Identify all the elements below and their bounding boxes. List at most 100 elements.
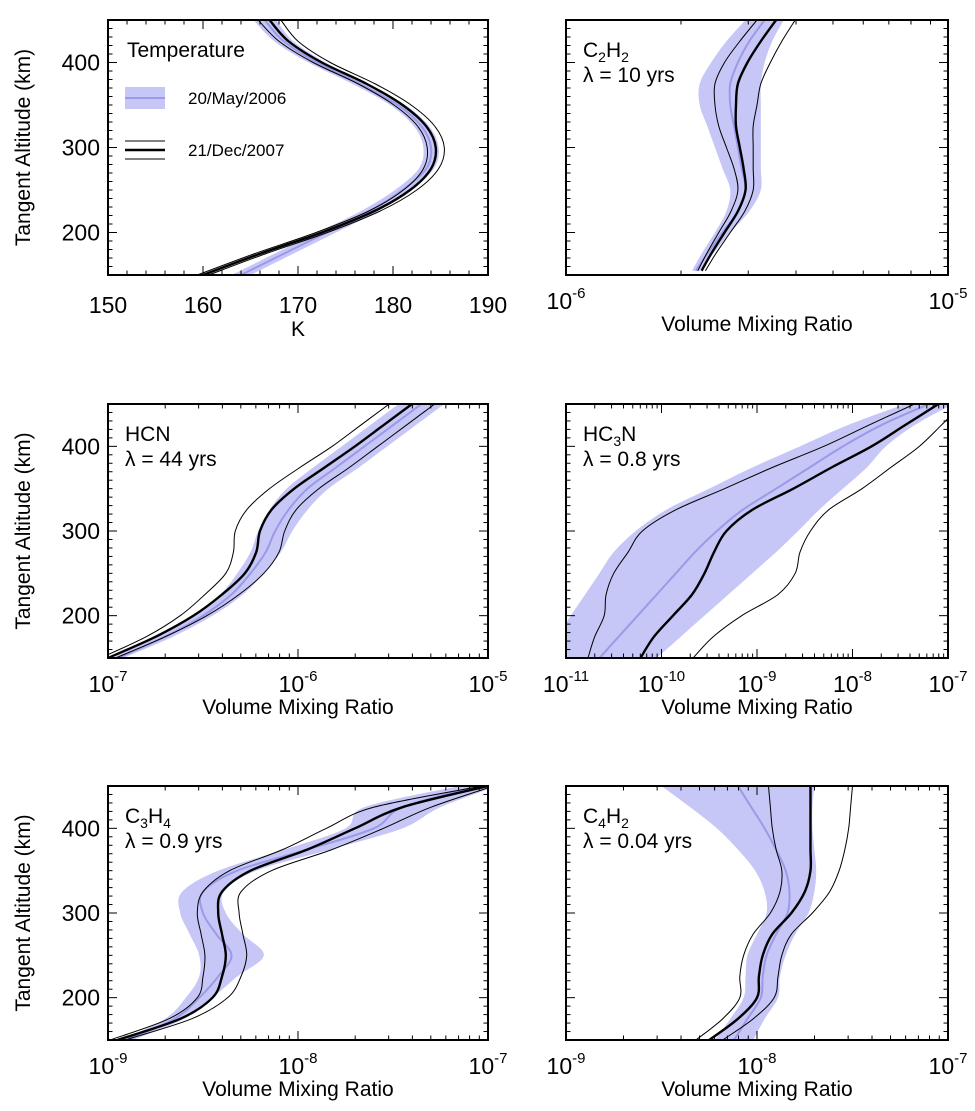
y-axis-title: Tangent Altitude (km): [12, 49, 35, 246]
line-2007-upper-c3h4: [124, 787, 488, 1040]
x-tick-label: 10-6: [279, 668, 318, 697]
x-axis-title: Volume Mixing Ratio: [661, 696, 852, 719]
x-ticks-c2h2: [565, 20, 949, 275]
x-tick-exponent: -7: [114, 668, 127, 685]
y-tick-label: 200: [62, 220, 100, 246]
x-ticks-hcn: [107, 404, 489, 658]
y-tick-label: 200: [62, 985, 100, 1011]
legend-line-label: 21/Dec/2007: [188, 141, 284, 160]
line-2007-lower-c2h2: [697, 20, 758, 271]
y-ticks-hc3n: [566, 403, 948, 659]
x-axis-title: K: [291, 318, 305, 341]
band-2006-center-c2h2: [695, 20, 766, 272]
band-2006-hcn: [111, 404, 445, 658]
x-ticks-c4h2: [565, 786, 949, 1040]
x-tick-label: 10-6: [547, 285, 586, 314]
x-tick-label: 10-5: [929, 285, 968, 314]
x-tick-exponent: -9: [114, 1050, 127, 1067]
plot-area-hc3n: [566, 404, 948, 658]
panel-temperature: 200 300 400 150 160 170 180 190 K Tangent Altitud…: [12, 19, 507, 341]
y-ticks-hcn: [108, 403, 488, 659]
band-2006-center-hc3n: [598, 404, 930, 658]
legend-band-label: 20/May/2006: [188, 89, 286, 108]
x-tick-label: 180: [374, 292, 412, 318]
y-tick-label: 400: [62, 433, 100, 459]
x-tick-label: 10-8: [279, 1050, 318, 1079]
band-2006-c3h4: [121, 786, 488, 1040]
band-2006-center-c3h4: [126, 786, 479, 1040]
x-axis-title: Volume Mixing Ratio: [661, 1078, 852, 1101]
panel-lambda-c4h2: λ = 0.04 yrs: [583, 830, 692, 853]
panel-label-hcn: HCN: [125, 423, 171, 446]
x-ticks-hc3n: [565, 404, 949, 658]
y-tick-label: 200: [62, 603, 100, 629]
x-tick-exponent: -8: [763, 1050, 776, 1067]
y-tick-label: 300: [62, 135, 100, 161]
panel-lambda-c3h4: λ = 0.9 yrs: [125, 830, 222, 853]
x-tick-exponent: -7: [954, 668, 967, 685]
x-tick-exponent: -8: [304, 1050, 317, 1067]
plot-area-c4h2: [661, 786, 853, 1040]
x-ticks-c3h4: [107, 786, 489, 1040]
x-tick-label: 190: [469, 292, 507, 318]
legend-title: Temperature: [127, 39, 245, 62]
line-2007-upper-c4h2: [722, 786, 853, 1040]
line-2007-mean-hcn: [108, 404, 413, 658]
y-tick-label: 300: [62, 518, 100, 544]
x-tick-label: 10-8: [738, 1050, 777, 1079]
band-2006-center-c4h2: [733, 786, 791, 1040]
x-tick-label: 10-7: [929, 668, 968, 697]
y-axis-title: Tangent Altitude (km): [12, 432, 35, 629]
y-ticks-c3h4: [108, 785, 488, 1041]
x-tick-label: 10-8: [833, 668, 872, 697]
x-tick-label: 10-9: [89, 1050, 128, 1079]
panel-label-c2h2: C2H2: [583, 39, 629, 65]
line-2007-mean-temperature: [202, 20, 438, 275]
line-2007-mean-c3h4: [117, 786, 488, 1040]
line-2007-upper-hc3n: [692, 417, 948, 658]
x-tick-exponent: -10: [663, 668, 685, 685]
x-tick-label: 10-9: [738, 668, 777, 697]
x-tick-exponent: -7: [494, 1050, 507, 1067]
x-ticks-temperature: [107, 20, 489, 275]
line-2007-mean-c2h2: [700, 20, 778, 272]
panel-c3h4: 200 300 400 10-9 10-8 10-7 Volume Mixing Ratio…: [12, 785, 508, 1101]
x-axis-title: Volume Mixing Ratio: [202, 1078, 393, 1101]
y-ticks-c2h2: [566, 19, 948, 276]
x-tick-label: 10-7: [89, 668, 128, 697]
plot-area-c2h2: [692, 20, 796, 272]
x-tick-exponent: -8: [859, 668, 872, 685]
line-2007-mean-c4h2: [708, 786, 813, 1040]
legend: Temperature 20/May/2006 21/Dec/2007: [125, 39, 286, 160]
y-ticks-temperature: [108, 19, 488, 276]
plot-area-c3h4: [109, 786, 488, 1040]
x-tick-label: 10-7: [469, 1050, 508, 1079]
x-tick-exponent: -11: [569, 668, 590, 685]
y-tick-label: 300: [62, 900, 100, 926]
x-tick-label: 10-10: [638, 668, 685, 697]
line-2007-lower-c4h2: [695, 786, 783, 1040]
band-2006-hc3n: [566, 404, 948, 658]
x-tick-label: 10-7: [929, 1050, 968, 1079]
x-tick-exponent: -5: [954, 285, 967, 302]
x-axis-title: Volume Mixing Ratio: [202, 696, 393, 719]
panel-lambda-hc3n: λ = 0.8 yrs: [583, 448, 680, 471]
panel-label-hc3n: HC3N: [583, 423, 636, 449]
plot-area-temperature: [197, 20, 445, 275]
x-tick-label: 10-9: [547, 1050, 586, 1079]
y-tick-label: 400: [62, 50, 100, 76]
x-axis-title: Volume Mixing Ratio: [661, 313, 852, 336]
line-2007-upper-hcn: [115, 404, 436, 658]
x-tick-label: 160: [184, 292, 222, 318]
y-ticks-c4h2: [566, 785, 948, 1041]
y-tick-label: 400: [62, 815, 100, 841]
x-tick-label: 150: [89, 292, 127, 318]
y-axis-title: Tangent Altitude (km): [12, 814, 35, 1011]
x-tick-exponent: -6: [304, 668, 317, 685]
line-2007-lower-hc3n: [587, 404, 915, 658]
band-2006-c4h2: [661, 786, 817, 1040]
panel-lambda-c2h2: λ = 10 yrs: [583, 64, 675, 87]
